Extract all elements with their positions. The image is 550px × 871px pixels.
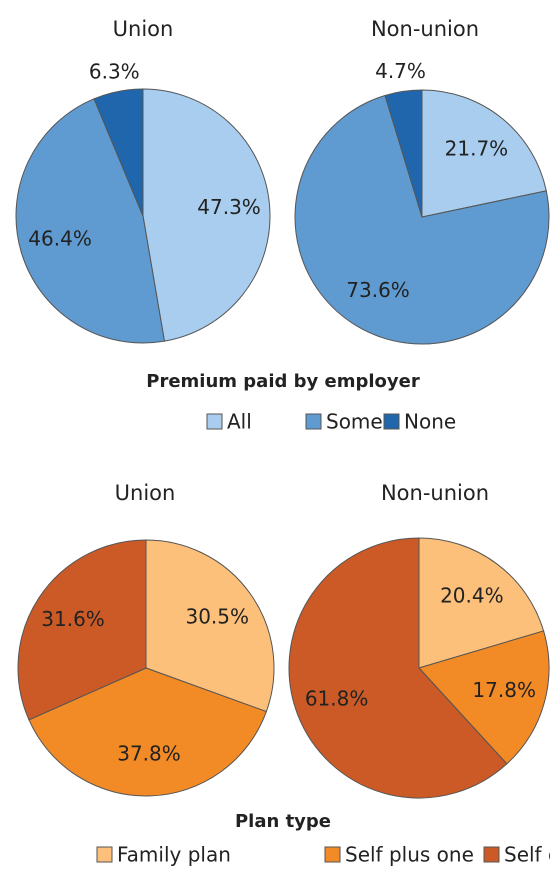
pie-slice [93, 88, 144, 217]
data-label: 47.3% [197, 195, 261, 219]
data-label: 20.4% [440, 584, 504, 608]
pie-slice [288, 537, 508, 799]
legend-label: Some [326, 410, 383, 434]
data-label: 31.6% [41, 607, 105, 631]
legend-label: Family plan [117, 843, 231, 867]
pie-slice [384, 89, 423, 218]
pie-slice [418, 630, 550, 765]
data-label: 4.7% [375, 59, 426, 83]
data-label: 30.5% [185, 605, 249, 629]
data-label: 46.4% [28, 227, 92, 251]
pie-slice [145, 539, 275, 713]
pie-slice [294, 94, 550, 345]
legend-swatch [324, 846, 341, 863]
data-label: 61.8% [305, 687, 369, 711]
pie-title: Non-union [381, 481, 489, 505]
data-label: 73.6% [346, 278, 410, 302]
pie-slice [142, 88, 271, 342]
pie-title: Union [115, 481, 176, 505]
pie-slice [15, 98, 166, 344]
pie-slice [28, 667, 267, 797]
data-label: 21.7% [445, 136, 509, 160]
legend-label: Self only [504, 843, 550, 867]
section-title: Premium paid by employer [146, 371, 420, 392]
section-title: Plan type [235, 811, 331, 832]
legend-label: None [404, 410, 456, 434]
data-label: 37.8% [117, 741, 181, 765]
legend-swatch [383, 413, 400, 430]
legend-swatch [483, 846, 500, 863]
data-label: 17.8% [472, 678, 536, 702]
pie-title: Non-union [371, 17, 479, 41]
pie-slice [17, 539, 147, 721]
pie-title: Union [113, 17, 174, 41]
legend-label: All [227, 410, 252, 434]
legend-swatch [305, 413, 322, 430]
pie-slice [418, 537, 545, 669]
legend-swatch [96, 846, 113, 863]
legend-swatch [206, 413, 223, 430]
legend-label: Self plus one [345, 843, 474, 867]
data-label: 6.3% [89, 59, 140, 83]
pie-slice [421, 89, 547, 218]
